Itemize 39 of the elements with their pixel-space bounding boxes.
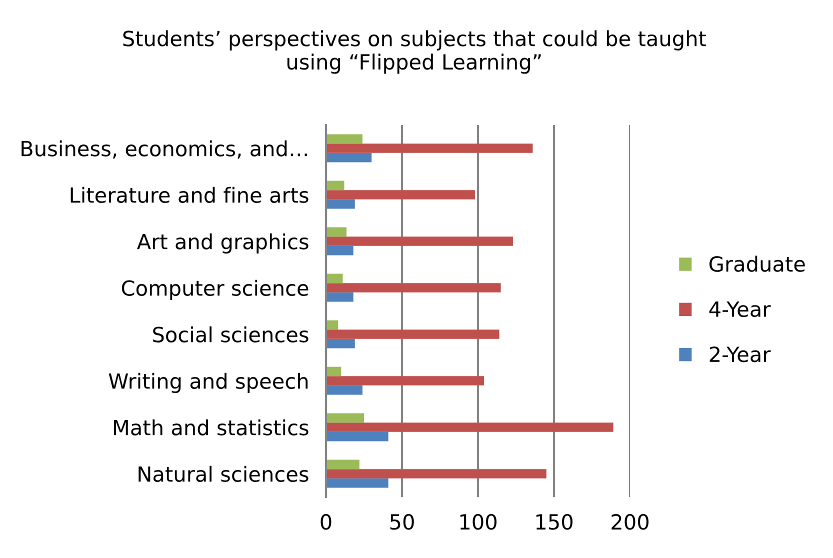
bar: [326, 152, 372, 162]
bar: [326, 227, 347, 237]
x-tick-label: 200: [612, 514, 648, 530]
bar: [326, 180, 344, 190]
bar: [326, 422, 614, 432]
x-tick-label: 100: [460, 514, 496, 530]
y-tick-label: Business, economics, and…: [22, 140, 307, 159]
legend-label: 4-Year: [709, 302, 771, 318]
y-tick-label: Computer science: [122, 280, 308, 300]
y-tick-label: Writing and speech: [108, 372, 308, 393]
x-tick-label: 150: [536, 514, 572, 530]
bar: [326, 292, 354, 302]
bar: [326, 376, 484, 386]
y-tick-label: Art and graphics: [136, 233, 308, 254]
bar: [326, 330, 500, 339]
bar: [326, 144, 533, 153]
bar: [326, 385, 362, 395]
bar: [326, 338, 355, 348]
bar: [326, 432, 388, 442]
x-tick-label: 0: [320, 514, 332, 530]
bar: [326, 236, 513, 246]
y-tick-label: Natural sciences: [138, 466, 308, 482]
legend-label: 2-Year: [710, 346, 771, 362]
bar: [326, 460, 360, 470]
bar: [326, 190, 475, 200]
y-tick-label: Literature and fine arts: [70, 186, 308, 203]
bar: [326, 469, 546, 478]
bar: [326, 413, 364, 423]
legend-label: Graduate: [709, 256, 805, 272]
bar: [326, 478, 388, 488]
bar: [326, 283, 501, 292]
bar: [326, 134, 362, 144]
x-tick-label: 50: [390, 514, 414, 530]
y-tick-label: Math and statistics: [114, 419, 308, 436]
y-tick-label: Social sciences: [153, 326, 308, 342]
bar: [326, 274, 343, 284]
chart-title: Students’ perspectives on subjects that could be taught using “Flipped Learning”: [123, 30, 706, 74]
bar: [326, 199, 355, 209]
bar: [326, 246, 354, 256]
